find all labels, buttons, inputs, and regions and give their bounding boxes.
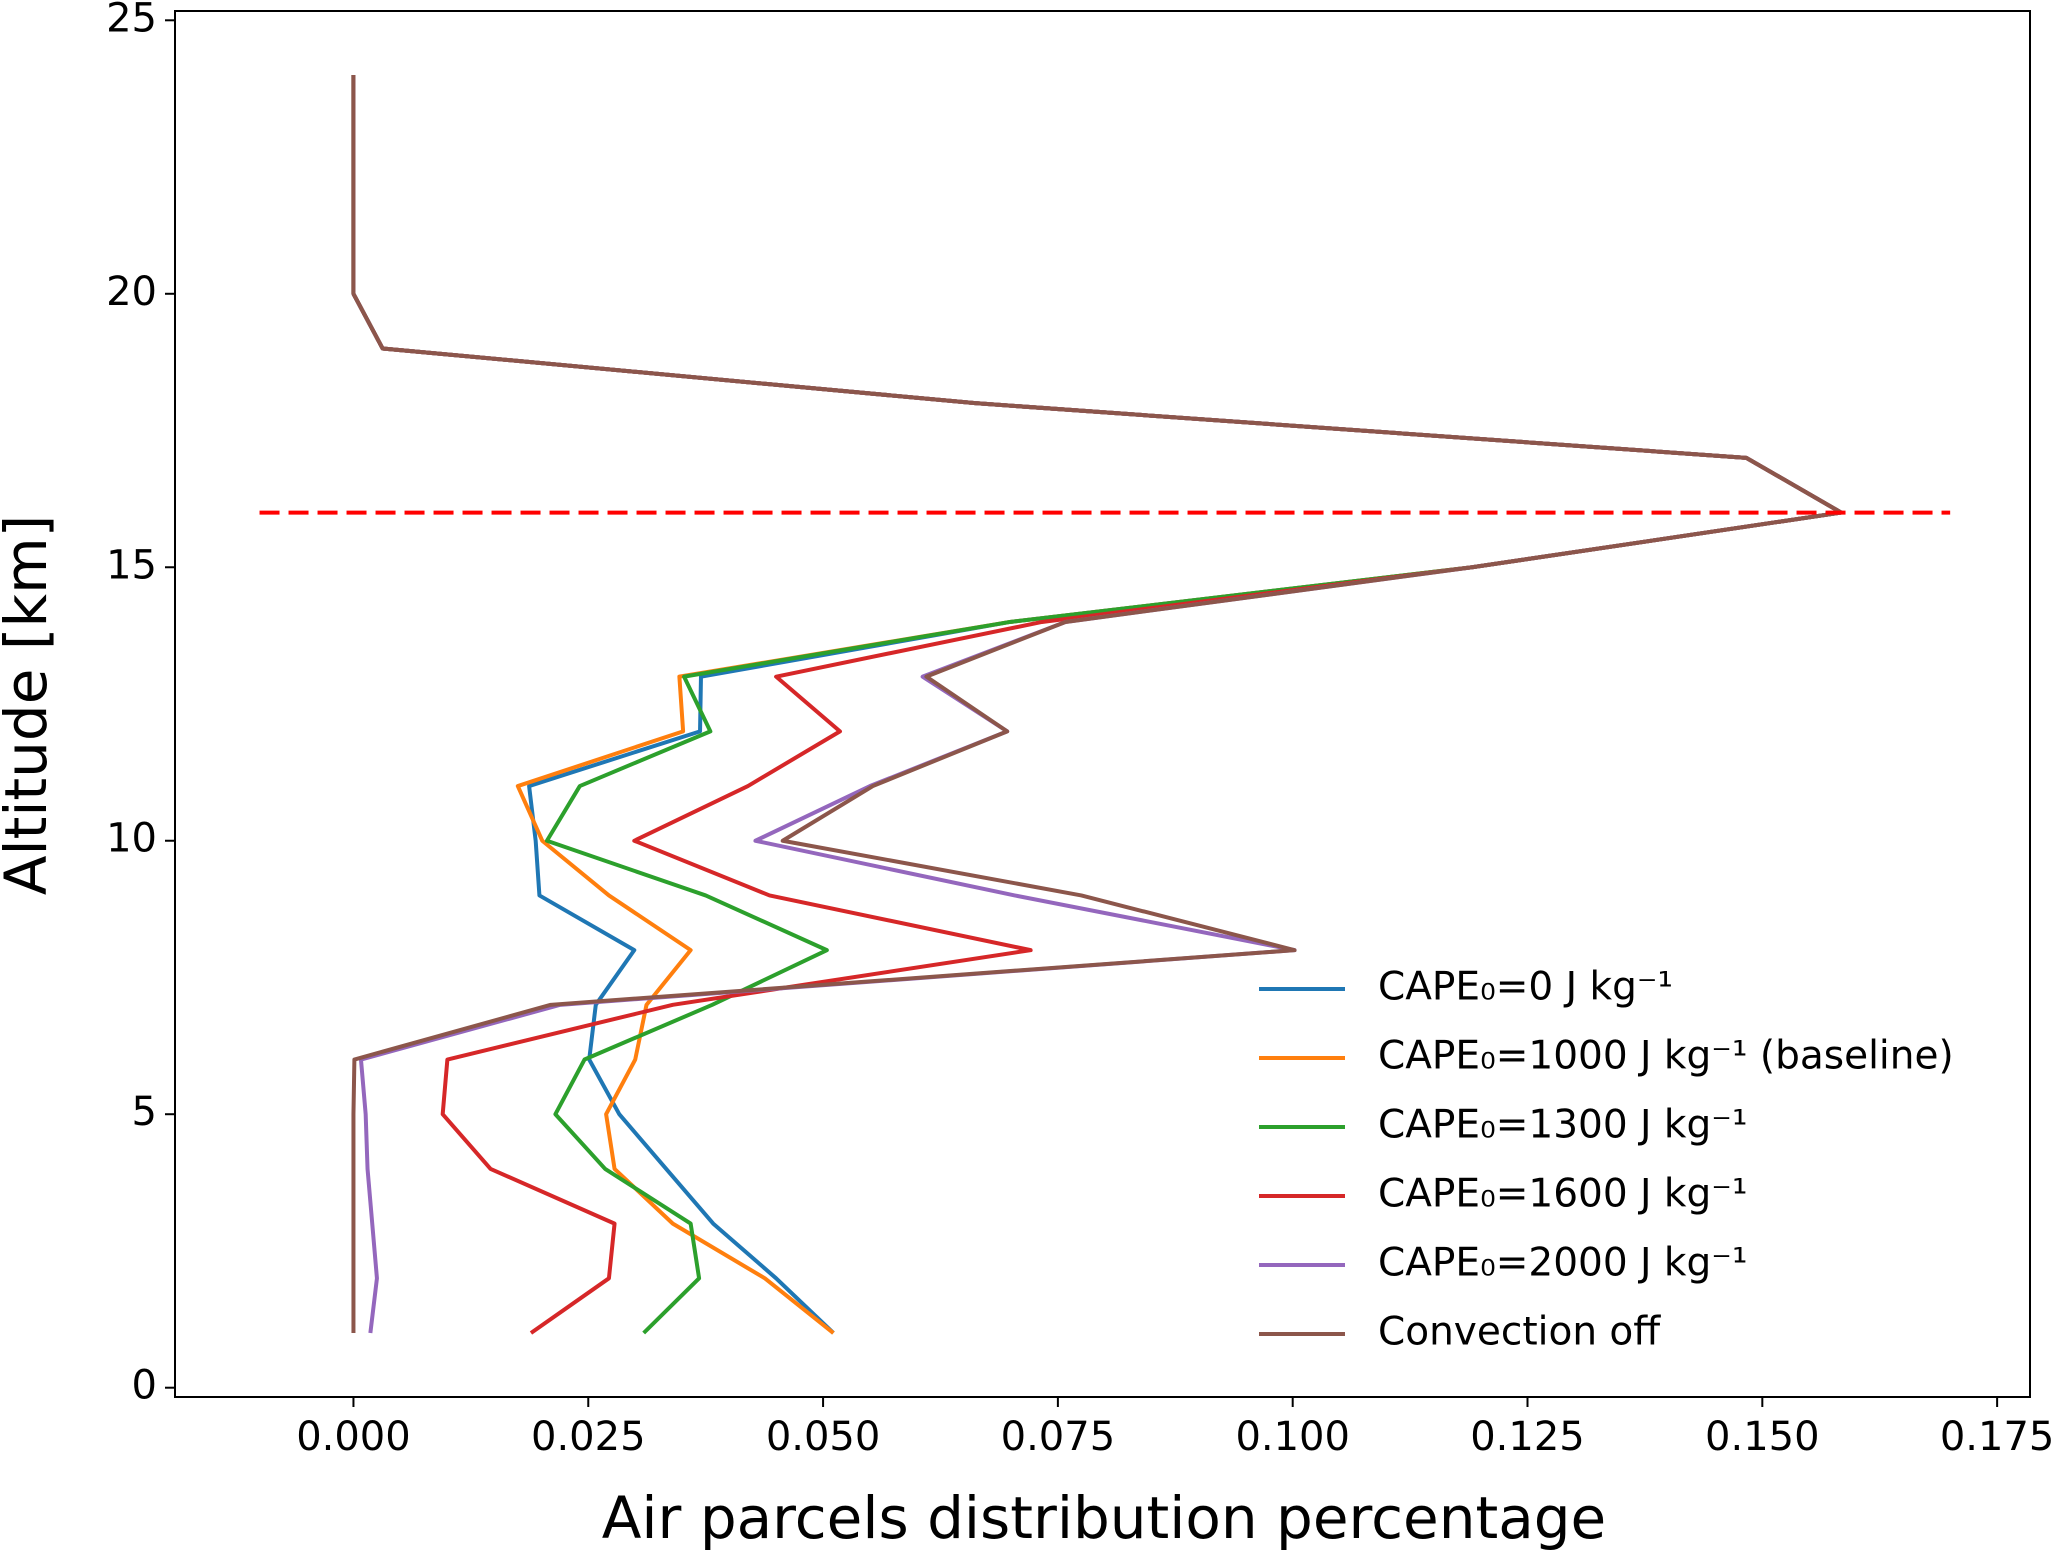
y-tick-label: 25 [106, 0, 157, 41]
y-tick-label: 10 [106, 816, 157, 862]
y-tick-label: 20 [106, 269, 157, 315]
legend-label: CAPE₀=2000 J kg⁻¹ [1378, 1241, 1748, 1286]
x-tick-label: 0.075 [1001, 1414, 1116, 1460]
legend-label: CAPE₀=1300 J kg⁻¹ [1378, 1103, 1748, 1148]
x-tick-label: 0.050 [766, 1414, 881, 1460]
y-tick-label: 15 [106, 542, 157, 588]
y-axis-label: Altitude [km] [0, 515, 60, 895]
y-tick-label: 0 [132, 1363, 157, 1409]
legend-label: CAPE₀=0 J kg⁻¹ [1378, 965, 1673, 1010]
legend-label: CAPE₀=1000 J kg⁻¹ (baseline) [1378, 1034, 1954, 1079]
x-tick-label: 0.000 [296, 1414, 411, 1460]
x-axis-label: Air parcels distribution percentage [602, 1484, 1607, 1552]
x-tick-label: 0.175 [1940, 1414, 2055, 1460]
legend-label: CAPE₀=1600 J kg⁻¹ [1378, 1172, 1748, 1217]
x-tick-label: 0.150 [1705, 1414, 1820, 1460]
legend-label: Convection off [1378, 1310, 1661, 1355]
y-tick-label: 5 [132, 1089, 157, 1135]
plot-frame [174, 10, 2031, 1398]
series-line [351, 74, 1844, 1334]
x-tick-label: 0.100 [1235, 1414, 1350, 1460]
x-tick-label: 0.025 [531, 1414, 646, 1460]
x-tick-label: 0.125 [1470, 1414, 1585, 1460]
